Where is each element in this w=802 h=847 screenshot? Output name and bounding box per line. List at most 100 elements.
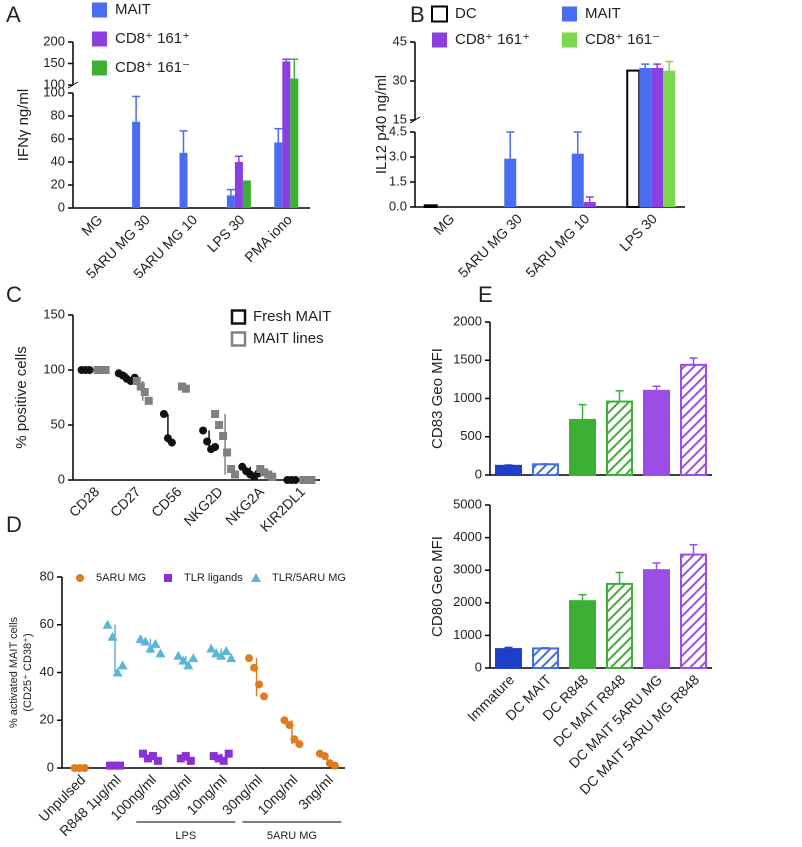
bar	[583, 202, 596, 207]
y-tick-label: 40	[51, 153, 65, 168]
y-tick-label: 0	[475, 659, 482, 674]
y-tick-label: 1000	[453, 627, 482, 642]
point	[186, 756, 195, 765]
point	[199, 426, 208, 435]
bar	[504, 158, 517, 207]
point	[178, 655, 189, 665]
point	[101, 366, 110, 374]
x-tick-label: MG	[430, 210, 457, 237]
point	[136, 382, 145, 391]
point	[211, 648, 222, 658]
y-axis-label: % activated MAIT cells	[8, 616, 20, 728]
point	[226, 653, 237, 663]
y-tick-label: 2000	[453, 313, 482, 328]
y-tick-label: 1.5	[389, 173, 407, 188]
point	[138, 749, 147, 758]
point	[215, 421, 224, 429]
legend-marker	[164, 574, 172, 582]
x-tick-label: NKG2D	[180, 483, 225, 528]
legend-label: 5ARU MG	[96, 572, 146, 584]
y-axis-label: CD83 Geo MFI	[429, 348, 446, 449]
legend-label: CD8⁺ 161⁻	[115, 59, 190, 76]
bar	[234, 162, 243, 208]
point	[231, 470, 240, 479]
legend-swatch	[230, 309, 247, 325]
bar	[569, 418, 596, 477]
bar	[242, 180, 251, 208]
y-tick-label: 20	[51, 176, 65, 191]
panel-letter: C	[6, 282, 22, 307]
y-tick-label: 500	[460, 428, 482, 443]
y-tick-label: 5000	[453, 496, 482, 511]
group-label: 5ARU MG	[267, 830, 317, 842]
legend-label: CD8⁺ 161⁺	[115, 30, 190, 47]
bar	[532, 463, 559, 477]
point	[167, 438, 176, 447]
x-tick-label: MG	[78, 211, 105, 238]
point	[80, 764, 89, 772]
point	[291, 476, 300, 484]
bar	[179, 152, 188, 208]
bar	[282, 61, 291, 208]
point	[206, 643, 217, 653]
x-tick-label: LPS 30	[616, 210, 660, 254]
y-tick-label: 0	[475, 466, 482, 481]
point	[211, 410, 220, 418]
point	[153, 756, 162, 765]
legend-label: CD8⁺ 161⁺	[455, 31, 530, 48]
point	[140, 636, 151, 646]
y-tick-label: 4000	[453, 529, 482, 544]
y-axis-label: CD80 Geo MFI	[429, 536, 446, 637]
y-tick-label: 3000	[453, 562, 482, 577]
point	[219, 756, 228, 765]
point	[223, 448, 232, 457]
point	[176, 754, 185, 763]
y-tick-label: 80	[40, 568, 54, 583]
legend-swatch	[92, 60, 107, 76]
y-tick-label: 100	[43, 84, 65, 99]
point	[260, 692, 269, 701]
point	[145, 643, 156, 653]
legend-label: TLR ligands	[184, 572, 243, 584]
point	[214, 754, 223, 763]
point	[155, 648, 166, 658]
bar	[532, 647, 559, 670]
legend-label: MAIT	[115, 1, 151, 18]
point	[135, 634, 146, 644]
point	[183, 660, 194, 670]
bar	[571, 153, 584, 207]
x-tick-label: KIR2DL1	[257, 483, 309, 535]
legend-swatch	[431, 5, 448, 23]
point	[132, 377, 141, 385]
legend-label: MAIT	[585, 5, 621, 22]
point	[148, 752, 157, 761]
bar	[423, 204, 438, 208]
y-tick-label: 45	[393, 33, 407, 48]
panel-letter: D	[6, 512, 22, 537]
y-tick-label: 60	[51, 130, 65, 145]
point	[85, 366, 94, 374]
x-tick-label: CD28	[66, 483, 103, 520]
bar	[643, 389, 670, 477]
point	[112, 667, 123, 677]
y-tick-label: 0	[47, 759, 54, 774]
bar	[663, 70, 676, 207]
group-label: LPS	[175, 830, 196, 842]
point	[140, 388, 149, 396]
legend-swatch	[92, 31, 107, 47]
bar	[606, 582, 633, 670]
y-tick-label: 0	[58, 199, 65, 214]
y-tick-label: 2000	[453, 594, 482, 609]
point	[107, 631, 118, 641]
y-tick-label: 1000	[453, 390, 482, 405]
legend-label: MAIT lines	[253, 330, 324, 347]
bar	[626, 69, 641, 208]
panel-letter: A	[6, 2, 21, 27]
point	[245, 654, 254, 663]
point	[250, 663, 259, 672]
y-tick-label: 80	[51, 107, 65, 122]
point	[209, 752, 218, 761]
point	[227, 465, 236, 473]
x-tick-label: 10ng/ml	[254, 771, 301, 818]
